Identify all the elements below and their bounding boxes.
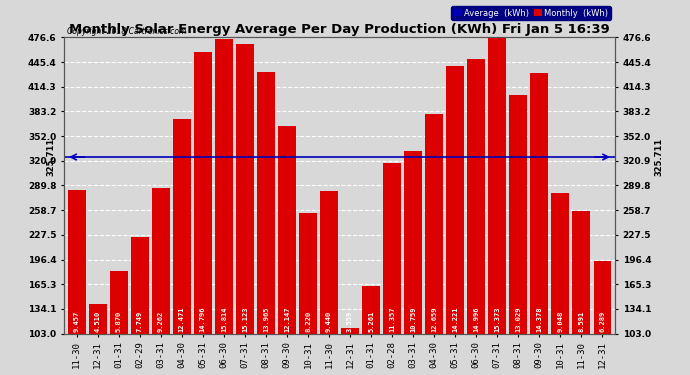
Text: 5.261: 5.261 bbox=[368, 311, 374, 332]
Bar bbox=[215, 39, 233, 333]
Bar bbox=[257, 72, 275, 333]
Text: 6.289: 6.289 bbox=[600, 311, 605, 332]
Text: 13.029: 13.029 bbox=[515, 307, 522, 332]
Text: 9.440: 9.440 bbox=[326, 311, 332, 332]
Text: 5.870: 5.870 bbox=[116, 311, 121, 332]
Text: 12.659: 12.659 bbox=[431, 307, 437, 332]
Text: 9.048: 9.048 bbox=[558, 311, 564, 332]
Text: 325.711: 325.711 bbox=[655, 138, 664, 176]
Bar bbox=[509, 95, 527, 333]
Text: 10.759: 10.759 bbox=[410, 307, 416, 332]
Text: 12.471: 12.471 bbox=[179, 307, 185, 332]
Bar bbox=[299, 213, 317, 333]
Text: 14.378: 14.378 bbox=[536, 307, 542, 332]
Bar bbox=[68, 190, 86, 333]
Text: 15.123: 15.123 bbox=[242, 307, 248, 332]
Bar bbox=[152, 188, 170, 333]
Text: 15.373: 15.373 bbox=[494, 307, 500, 332]
Bar bbox=[551, 193, 569, 333]
Bar bbox=[362, 286, 380, 333]
Bar bbox=[131, 237, 148, 333]
Bar bbox=[573, 211, 591, 333]
Text: 325.711: 325.711 bbox=[47, 138, 56, 176]
Bar bbox=[383, 163, 401, 333]
Title: Monthly Solar Energy Average Per Day Production (KWh) Fri Jan 5 16:39: Monthly Solar Energy Average Per Day Pro… bbox=[69, 23, 610, 36]
Bar bbox=[173, 118, 190, 333]
Bar bbox=[278, 126, 296, 333]
Bar bbox=[446, 66, 464, 333]
Text: 3.559: 3.559 bbox=[347, 311, 353, 332]
Text: Copyright 2018 Cartronics.com: Copyright 2018 Cartronics.com bbox=[67, 27, 186, 36]
Text: 14.221: 14.221 bbox=[452, 307, 458, 332]
Bar bbox=[341, 328, 359, 333]
Bar bbox=[110, 271, 128, 333]
Text: 8.220: 8.220 bbox=[305, 311, 311, 332]
Bar bbox=[425, 114, 443, 333]
Bar bbox=[404, 151, 422, 333]
Text: 13.965: 13.965 bbox=[263, 307, 269, 332]
Bar bbox=[531, 73, 549, 333]
Text: 14.996: 14.996 bbox=[473, 307, 480, 332]
Bar bbox=[236, 44, 254, 333]
Bar bbox=[89, 304, 107, 333]
Text: 8.591: 8.591 bbox=[578, 311, 584, 332]
Bar bbox=[467, 58, 485, 333]
Bar bbox=[320, 191, 338, 333]
Text: 12.147: 12.147 bbox=[284, 307, 290, 332]
Text: 11.357: 11.357 bbox=[389, 307, 395, 332]
Text: 14.796: 14.796 bbox=[200, 307, 206, 332]
Legend: Average  (kWh), Monthly  (kWh): Average (kWh), Monthly (kWh) bbox=[451, 6, 611, 20]
Text: 7.749: 7.749 bbox=[137, 311, 143, 332]
Bar bbox=[194, 52, 212, 333]
Bar bbox=[593, 261, 611, 333]
Text: 4.510: 4.510 bbox=[95, 311, 101, 332]
Text: 9.262: 9.262 bbox=[158, 311, 164, 332]
Text: 9.457: 9.457 bbox=[74, 311, 79, 332]
Text: 15.814: 15.814 bbox=[221, 307, 227, 332]
Bar bbox=[489, 38, 506, 333]
